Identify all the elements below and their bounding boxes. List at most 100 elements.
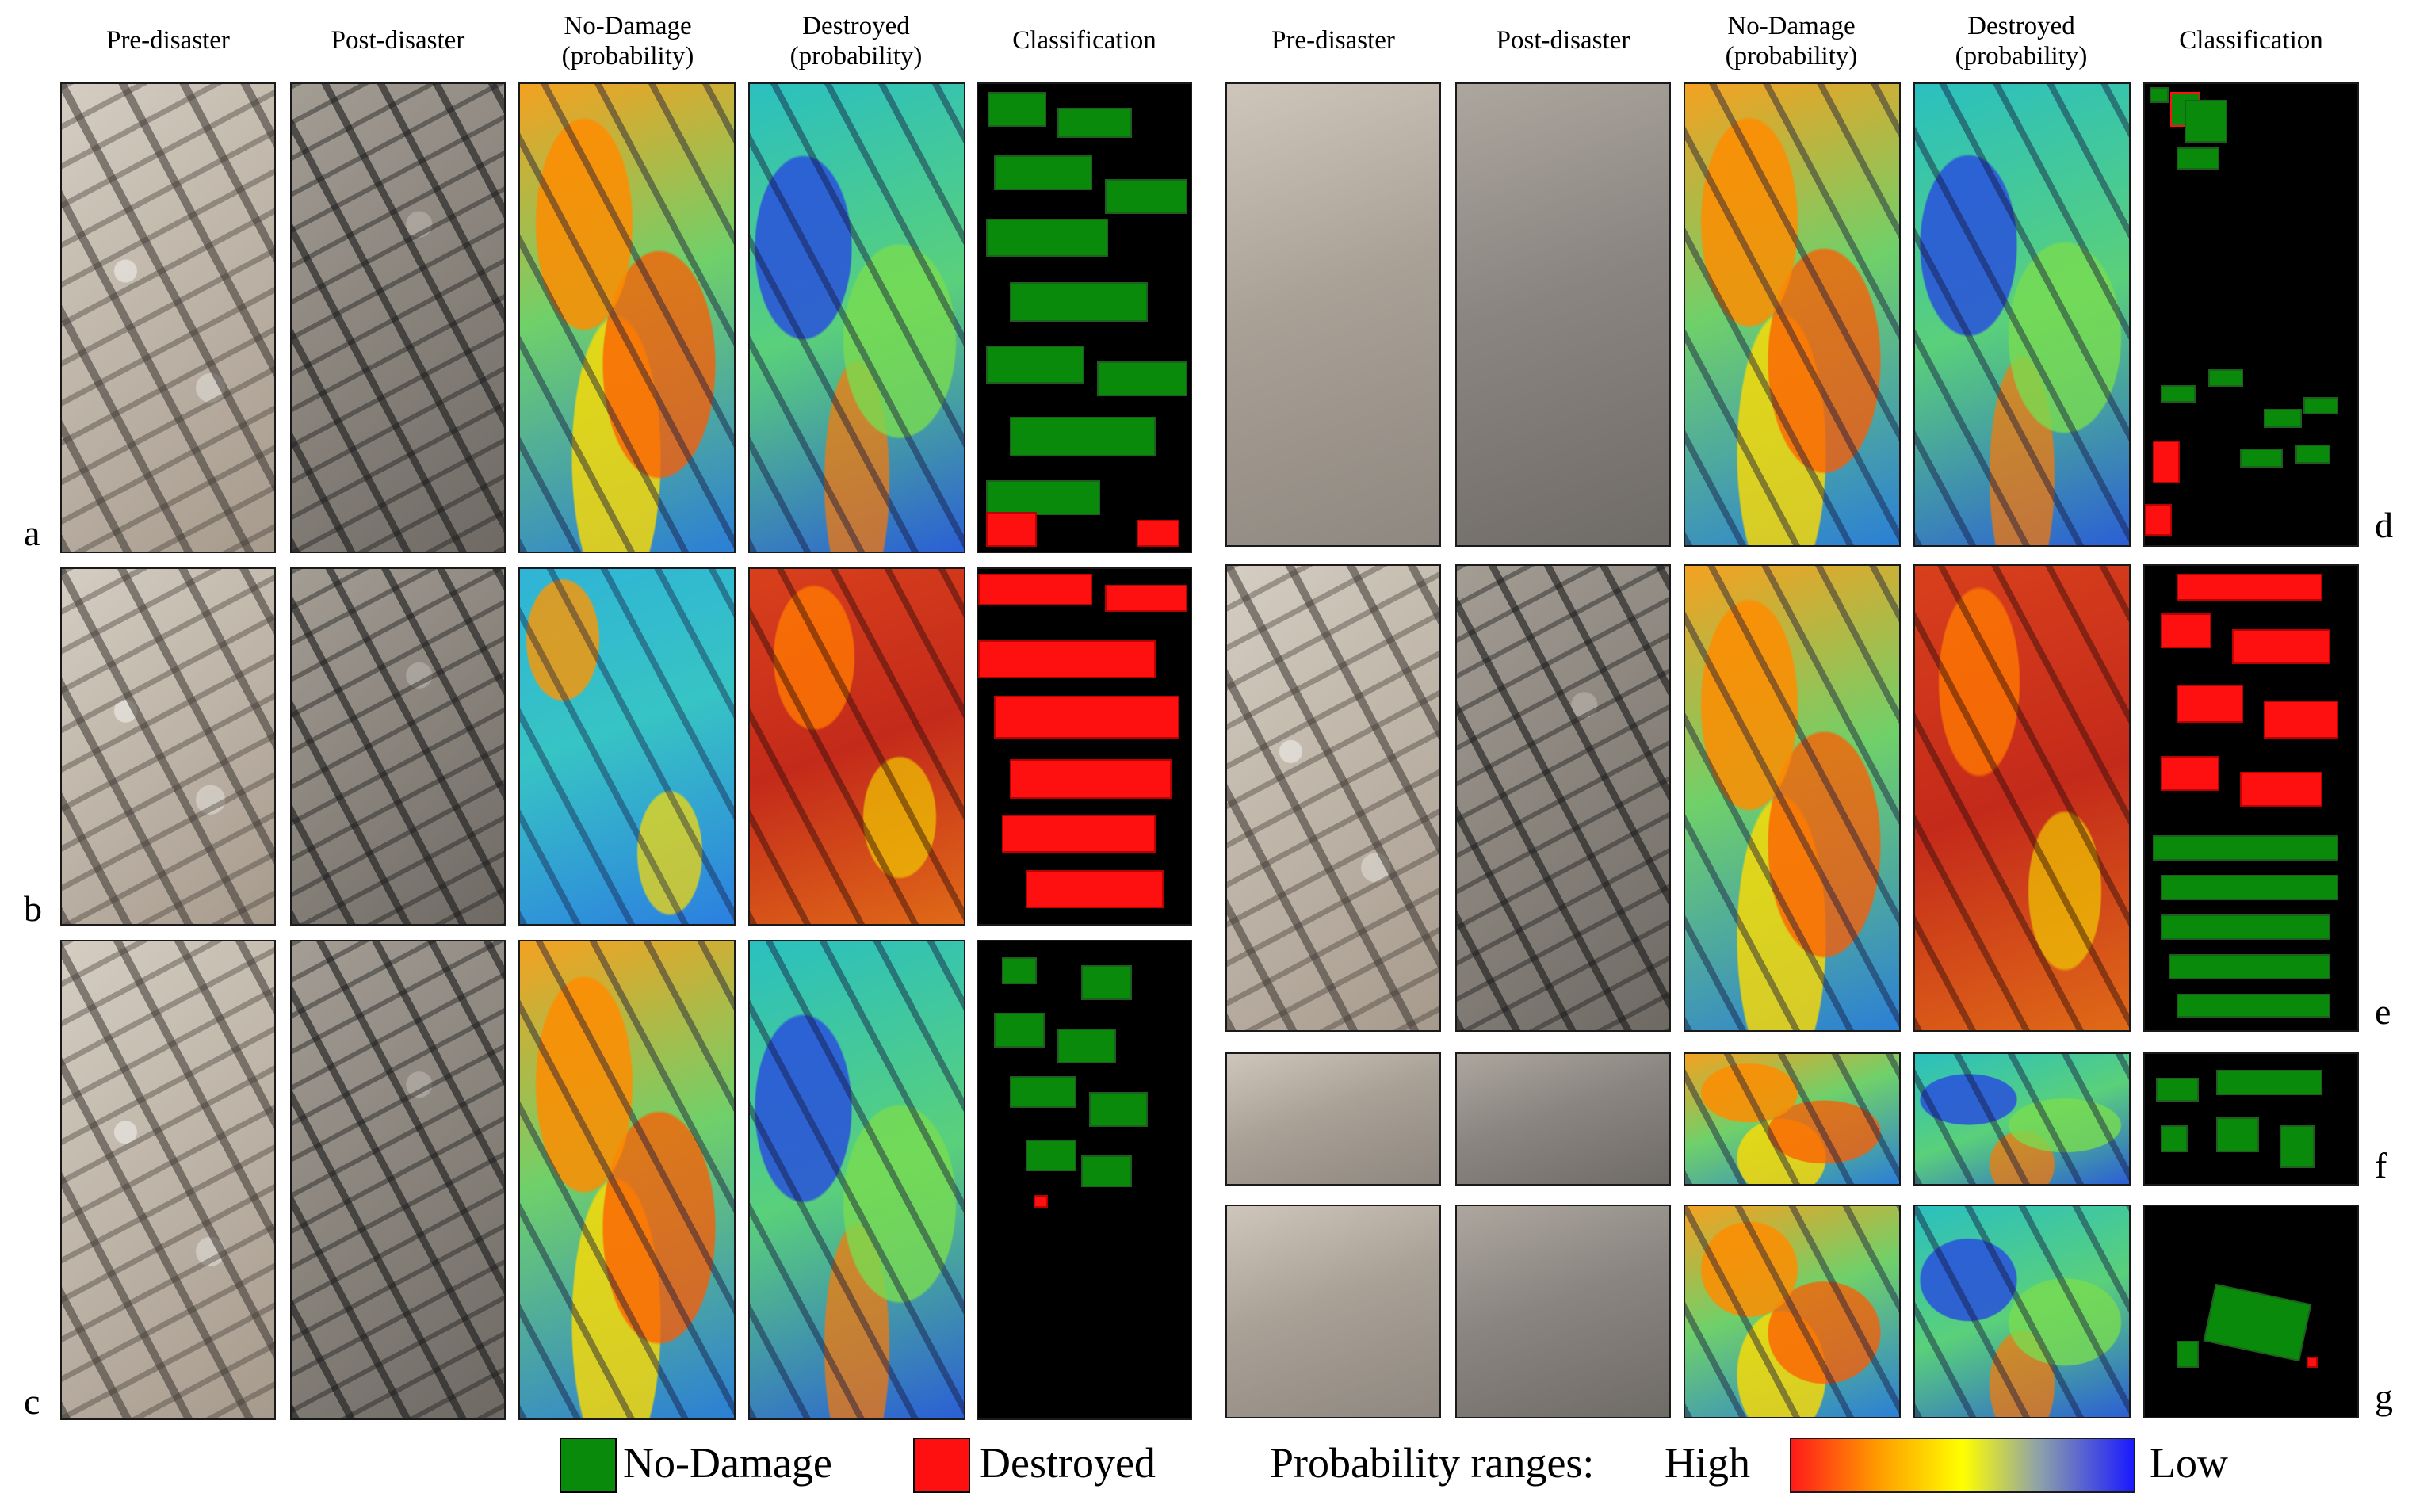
building-no-damage [1002, 957, 1037, 984]
probability-gradient-bar [1790, 1438, 2135, 1493]
image-e-pre-disaster [1225, 564, 1441, 1032]
building-no-damage [2177, 994, 2330, 1018]
row-label-b: b [24, 888, 42, 929]
image-e-post-disaster [1455, 564, 1671, 1032]
building-no-damage [2216, 1070, 2322, 1095]
image-d-post-disaster [1455, 82, 1671, 547]
building-no-damage [2177, 147, 2219, 170]
image-d-classification [2143, 82, 2359, 547]
building-no-damage [994, 155, 1092, 190]
image-d-no-damage-probability [1684, 82, 1901, 547]
building-destroyed [2307, 1357, 2318, 1368]
image-a-destroyed-probability [748, 82, 965, 553]
image-a-classification [977, 82, 1192, 553]
image-e-no-damage-probability [1684, 564, 1901, 1032]
building-no-damage [1026, 1140, 1076, 1171]
legend-swatch-destroyed [913, 1438, 970, 1493]
image-c-no-damage-probability [518, 940, 736, 1420]
row-label-f: f [2375, 1145, 2387, 1186]
building-destroyed [2240, 772, 2322, 807]
image-d-destroyed-probability [1913, 82, 2131, 547]
image-c-pre-disaster [60, 940, 276, 1420]
building-no-damage [994, 1013, 1045, 1048]
row-label-e: e [2375, 991, 2391, 1032]
image-b-destroyed-probability [748, 567, 965, 926]
legend-label-probability-ranges: Probability ranges: [1270, 1439, 1595, 1487]
image-c-destroyed-probability [748, 940, 965, 1420]
image-f-destroyed-probability [1913, 1052, 2131, 1186]
image-g-classification [2143, 1205, 2359, 1418]
building-destroyed [2145, 504, 2172, 536]
building-destroyed [2153, 441, 2180, 483]
image-g-pre-disaster [1225, 1205, 1441, 1418]
column-header-destroyed-probability-left: Destroyed (probability) [789, 12, 923, 71]
building-no-damage [986, 346, 1084, 384]
image-d-pre-disaster [1225, 82, 1441, 547]
row-label-g: g [2375, 1376, 2393, 1417]
column-header-pre-disaster-right: Pre-disaster [1271, 26, 1395, 55]
building-no-damage [1097, 361, 1187, 396]
image-f-classification [2143, 1052, 2359, 1186]
building-destroyed [2177, 685, 2243, 723]
building-destroyed [1026, 870, 1164, 908]
image-a-no-damage-probability [518, 82, 736, 553]
row-label-a: a [24, 513, 40, 553]
building-no-damage [1057, 108, 1132, 138]
building-no-damage [2280, 1125, 2315, 1168]
building-no-damage [1089, 1092, 1148, 1127]
building-no-damage [2150, 87, 2169, 103]
building-no-damage [2240, 449, 2283, 468]
building-no-damage [1010, 1076, 1076, 1108]
building-destroyed [2177, 574, 2322, 601]
image-f-pre-disaster [1225, 1052, 1441, 1186]
image-g-no-damage-probability [1684, 1205, 1901, 1418]
column-header-classification-left: Classification [1012, 26, 1156, 55]
image-g-destroyed-probability [1913, 1205, 2131, 1418]
building-destroyed [994, 696, 1179, 739]
building-no-damage [2161, 914, 2330, 940]
image-c-post-disaster [290, 940, 506, 1420]
image-c-classification [977, 940, 1192, 1420]
column-header-post-disaster-left: Post-disaster [331, 26, 465, 55]
column-header-no-damage-probability-right: No-Damage (probability) [1725, 12, 1858, 71]
building-no-damage [988, 92, 1046, 127]
legend-label-no-damage: No-Damage [623, 1439, 832, 1487]
building-no-damage [986, 219, 1108, 257]
building-destroyed [1137, 520, 1179, 547]
column-header-no-damage-probability-left: No-Damage (probability) [561, 12, 694, 71]
building-no-damage [2161, 385, 2196, 403]
legend-label-high: High [1665, 1439, 1750, 1487]
building-destroyed [978, 574, 1092, 605]
image-e-classification [2143, 564, 2359, 1032]
building-no-damage [2161, 875, 2338, 900]
building-destroyed [986, 512, 1037, 547]
image-f-post-disaster [1455, 1052, 1671, 1186]
column-header-classification-right: Classification [2179, 26, 2323, 55]
building-no-damage [1105, 179, 1187, 214]
building-no-damage [1010, 417, 1156, 456]
building-no-damage [2161, 1125, 2188, 1152]
image-b-classification [977, 567, 1192, 926]
building-destroyed [2161, 756, 2219, 791]
building-no-damage [1081, 965, 1132, 1000]
column-header-destroyed-probability-right: Destroyed (probability) [1955, 12, 2088, 71]
legend-label-low: Low [2150, 1439, 2228, 1487]
building-no-damage [1057, 1029, 1116, 1063]
building-no-damage [2177, 1341, 2199, 1368]
image-f-no-damage-probability [1684, 1052, 1901, 1186]
building-destroyed [978, 640, 1156, 678]
building-destroyed [2161, 613, 2211, 648]
image-e-destroyed-probability [1913, 564, 2131, 1032]
building-destroyed [1034, 1195, 1048, 1208]
building-no-damage [1081, 1155, 1132, 1187]
legend-label-destroyed: Destroyed [980, 1439, 1156, 1487]
building-no-damage [2264, 409, 2302, 428]
building-no-damage [2295, 445, 2330, 464]
building-no-damage [2216, 1117, 2259, 1152]
building-no-damage [2185, 100, 2227, 143]
row-label-c: c [24, 1381, 40, 1422]
building-destroyed [2264, 701, 2338, 739]
image-g-post-disaster [1455, 1205, 1671, 1418]
column-header-post-disaster-right: Post-disaster [1496, 26, 1630, 55]
image-a-post-disaster [290, 82, 506, 553]
